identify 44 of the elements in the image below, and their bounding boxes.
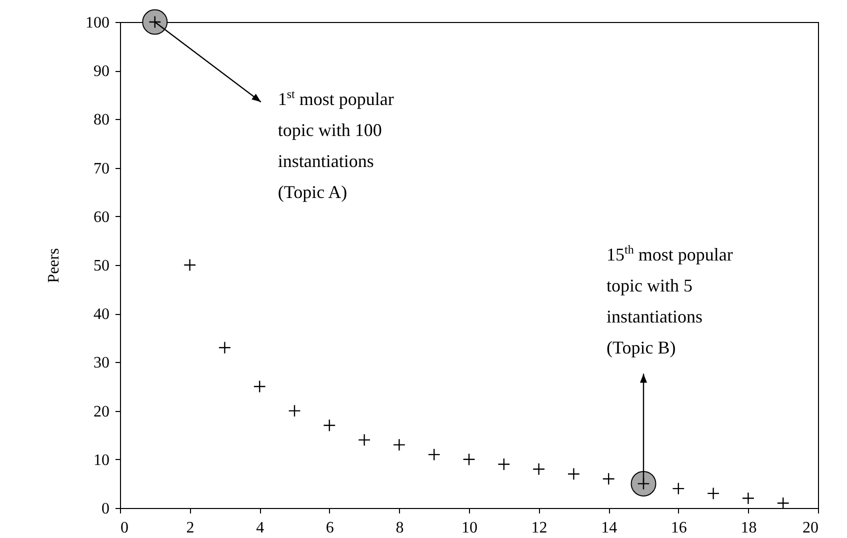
point: [567, 468, 580, 480]
y-tick-label: 40: [94, 306, 110, 324]
y-tick-label: 90: [94, 63, 110, 80]
point: [532, 462, 546, 476]
x-tick-label: 16: [670, 520, 687, 536]
y-tick-label: 70: [94, 160, 110, 178]
point: [142, 9, 168, 35]
point: [742, 492, 754, 505]
y-tick-label: 20: [94, 403, 110, 420]
point: [602, 472, 615, 486]
point: [253, 380, 266, 393]
y-tick-label: 100: [86, 14, 110, 32]
x-tick-label: 18: [740, 520, 757, 536]
point: [498, 458, 510, 471]
point: [776, 496, 790, 510]
annotation: 1$^{st}$ most popular topic with 100 instantiations (Topic A): [278, 87, 394, 202]
annotation: 15$^{th}$ most popular topic with 5 instantiations (Topic B): [606, 242, 733, 358]
x-tick-label: 10: [462, 520, 478, 536]
x-tick-label: 4: [256, 520, 264, 536]
y-tick-label: 50: [94, 258, 110, 274]
x-tick-label: 14: [601, 520, 618, 536]
y-tick-label: 80: [94, 112, 110, 129]
x-tick-label: 12: [531, 520, 548, 536]
x-tick-label: 20: [802, 520, 818, 536]
x-tick-label: 0: [120, 520, 128, 536]
y-tick-label: 10: [94, 452, 110, 469]
y-axis-title: Peers: [46, 248, 62, 283]
point: [462, 453, 476, 466]
point: [428, 448, 440, 461]
x-tick-label: 6: [326, 520, 334, 536]
point: [323, 419, 336, 432]
point: [288, 404, 301, 418]
x-tick-label: 8: [396, 520, 404, 536]
point: [392, 438, 406, 452]
point: [218, 341, 231, 354]
y-tick-label: 0: [102, 500, 110, 518]
point: [672, 482, 685, 495]
y-tick-label: 30: [94, 354, 110, 372]
point: [630, 470, 656, 496]
y-tick-label: 60: [94, 208, 110, 226]
point: [184, 258, 196, 272]
x-tick-label: 2: [186, 520, 194, 536]
point: [707, 487, 720, 500]
point: [358, 434, 371, 446]
